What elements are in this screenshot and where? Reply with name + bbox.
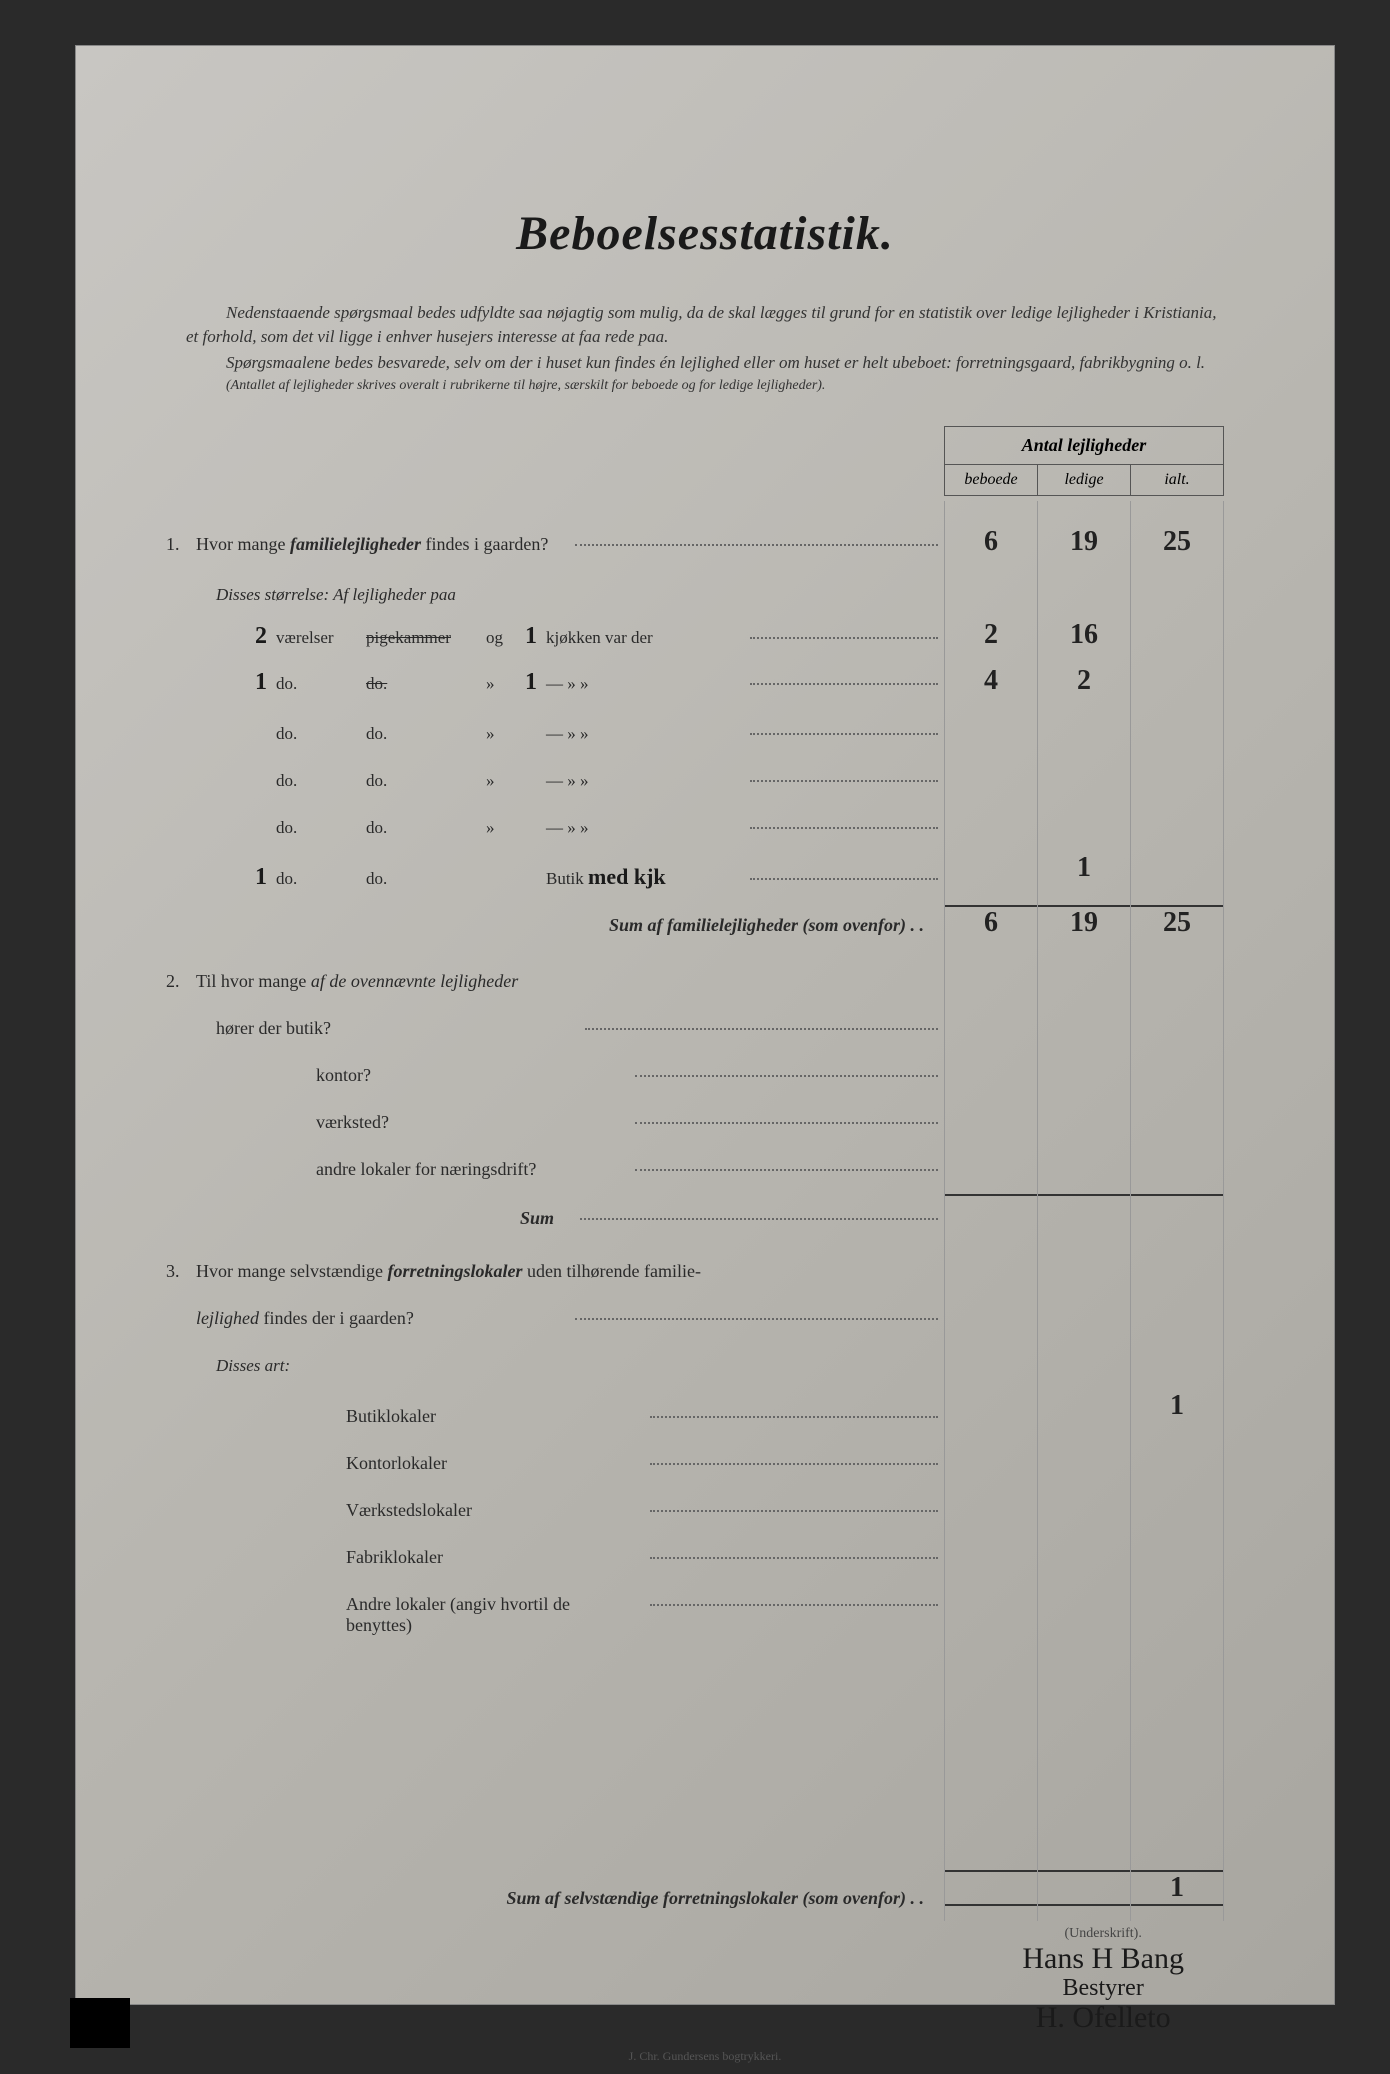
kjokken-count: 1 xyxy=(516,669,546,696)
q3-detail-row: Værkstedslokaler xyxy=(166,1488,1244,1521)
q1-sub: Disses størrelse: Af lejligheder paa xyxy=(166,572,1244,605)
document-title: Beboelsesstatistik. xyxy=(166,206,1244,261)
q1-sum-label: Sum af familielejligheder (som ovenfor) … xyxy=(196,915,944,936)
q1-sum: Sum af familielejligheder (som ovenfor) … xyxy=(166,905,1244,939)
scan-artifact xyxy=(70,1998,130,2048)
dots xyxy=(575,544,938,546)
q1-sum-values: 6 19 25 xyxy=(944,905,1224,939)
q2-detail-row: andre lokaler for næringsdrift? xyxy=(166,1147,1244,1180)
printer-credit: J. Chr. Gundersens bogtrykkeri. xyxy=(629,2049,782,2064)
questions: 1. Hvor mange familielejligheder findes … xyxy=(166,426,1244,1909)
q2-sum: Sum xyxy=(166,1194,1244,1229)
q3-sub: Disses art: xyxy=(166,1343,1244,1376)
intro-p2: Spørgsmaalene bedes besvarede, selv om d… xyxy=(186,351,1224,375)
vaerelser-count: 2 xyxy=(246,623,276,650)
q3-detail-row: Andre lokaler (angiv hvortil de benyttes… xyxy=(166,1582,1244,1636)
q1-text: Hvor mange familielejligheder findes i g… xyxy=(196,534,569,555)
q1-detail-row: 1 do. do. » 1 — » » 4 2 xyxy=(166,665,1244,697)
q1-num: 1. xyxy=(166,534,196,555)
q2-detail-row: kontor? xyxy=(166,1053,1244,1086)
col-ledige: ledige xyxy=(1038,465,1131,495)
vaerelser-count: 1 xyxy=(246,864,276,891)
q1-values: 6 19 25 xyxy=(944,526,1224,558)
q1-detail-row: 1 do. do. Butik med kjk 1 xyxy=(166,852,1244,891)
col-ialt: ialt. xyxy=(1131,465,1223,495)
q3-row-cont: lejlighed findes der i gaarden? xyxy=(166,1296,1244,1329)
q3-detail-row: Kontorlokaler xyxy=(166,1441,1244,1474)
q1-detail-row: do. do. » — » » xyxy=(166,805,1244,838)
table-header-title: Antal lejligheder xyxy=(945,427,1223,465)
q2-detail-row: hører der butik? xyxy=(166,1006,1244,1039)
q3-row: 3. Hvor mange selvstændige forretningslo… xyxy=(166,1249,1244,1282)
signature-block: (Underskrift). Hans H Bang Bestyrer H. O… xyxy=(1022,1926,1184,2034)
kjokken-count: 1 xyxy=(516,623,546,650)
q3-detail-row: Butiklokaler 1 xyxy=(166,1390,1244,1427)
vaerelser-count: 1 xyxy=(246,669,276,696)
paper-sheet: Beboelsesstatistik. Nedenstaaende spørgs… xyxy=(166,206,1244,2074)
intro-p1: Nedenstaaende spørgsmaal bedes udfyldte … xyxy=(186,301,1224,349)
q3-sum: Sum af selvstændige forretningslokaler (… xyxy=(166,1870,1244,1909)
q2-detail-row: værksted? xyxy=(166,1100,1244,1133)
intro-p3: (Antallet af lejligheder skrives overalt… xyxy=(186,376,1224,396)
q1-detail-row: do. do. » — » » xyxy=(166,711,1244,744)
col-beboede: beboede xyxy=(945,465,1038,495)
intro-text: Nedenstaaende spørgsmaal bedes udfyldte … xyxy=(186,301,1224,396)
signature-line1: Hans H Bang xyxy=(1022,1942,1184,1975)
q1-detail-row: do. do. » — » » xyxy=(166,758,1244,791)
q2-row: 2. Til hvor mange af de ovennævnte lejli… xyxy=(166,959,1244,992)
form-content: Antal lejligheder beboede ledige ialt. 1… xyxy=(166,426,1244,1909)
document-scan: Beboelsesstatistik. Nedenstaaende spørgs… xyxy=(75,45,1335,2005)
q1-row: 1. Hvor mange familielejligheder findes … xyxy=(166,526,1244,558)
table-header: Antal lejligheder beboede ledige ialt. xyxy=(944,426,1224,496)
signature-line3: H. Ofelleto xyxy=(1022,2001,1184,2034)
q1-detail-row: 2 værelser pigekammer og 1 kjøkken var d… xyxy=(166,619,1244,651)
q3-detail-row: Fabriklokaler xyxy=(166,1535,1244,1568)
signature-line2: Bestyrer xyxy=(1022,1975,1184,2001)
